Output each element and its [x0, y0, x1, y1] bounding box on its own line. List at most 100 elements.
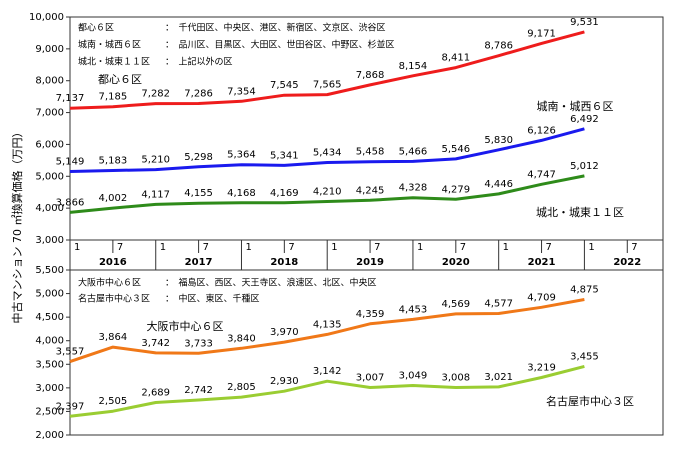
x-tick-label: 1 — [245, 242, 251, 253]
value-label: 7,868 — [356, 70, 385, 81]
y-tick-label: 5,500 — [35, 265, 64, 276]
value-label: 3,455 — [570, 351, 599, 362]
series-line — [69, 364, 585, 418]
note-members: ： 千代田区、中央区、港区、新宿区、文京区、渋谷区 — [165, 22, 386, 34]
value-label: 5,298 — [184, 152, 213, 163]
value-label: 2,742 — [184, 385, 213, 396]
x-tick-label: 1 — [417, 242, 423, 253]
value-label: 4,577 — [484, 299, 513, 310]
value-label: 3,970 — [270, 327, 299, 338]
value-label: 7,137 — [56, 93, 85, 104]
x-tick-label: 7 — [288, 242, 294, 253]
value-label: 6,492 — [570, 114, 599, 125]
value-label: 5,458 — [356, 147, 385, 158]
value-label: 8,411 — [441, 53, 470, 64]
x-tick-label: 1 — [160, 242, 166, 253]
series-line — [69, 174, 585, 214]
value-label: 3,557 — [56, 347, 85, 358]
note-members: ： 品川区、目黒区、大田区、世田谷区、中野区、杉並区 — [165, 39, 395, 51]
y-tick-label: 9,000 — [35, 44, 64, 55]
value-label: 4,446 — [484, 179, 513, 190]
y-tick-label: 10,000 — [29, 12, 64, 23]
series-name: 名古屋市中心３区 — [546, 394, 634, 408]
value-label: 3,219 — [527, 363, 556, 374]
value-label: 7,286 — [184, 88, 213, 99]
x-year-label: 2017 — [185, 257, 213, 268]
value-label: 3,866 — [56, 197, 85, 208]
x-tick-label: 7 — [631, 242, 637, 253]
y-tick-label: 2,000 — [35, 430, 64, 441]
value-label: 3,840 — [227, 333, 256, 344]
value-label: 4,569 — [441, 299, 470, 310]
value-label: 5,546 — [441, 144, 470, 155]
x-year-label: 2020 — [442, 257, 470, 268]
value-label: 4,328 — [399, 183, 428, 194]
x-year-label: 2021 — [528, 257, 556, 268]
x-tick-label: 1 — [588, 242, 594, 253]
value-label: 3,733 — [184, 338, 213, 349]
value-label: 6,126 — [527, 125, 556, 136]
y-tick-label: 4,000 — [35, 203, 64, 214]
value-label: 7,354 — [227, 86, 256, 97]
value-label: 8,154 — [399, 61, 428, 72]
note-members: ： 中区、東区、千種区 — [165, 293, 260, 305]
value-label: 3,742 — [141, 338, 170, 349]
note-name: 都心６区 — [78, 23, 114, 34]
y-tick-label: 5,000 — [35, 171, 64, 182]
value-label: 4,279 — [441, 184, 470, 195]
series-line — [69, 298, 585, 364]
value-label: 7,545 — [270, 80, 299, 91]
value-label: 5,434 — [313, 147, 342, 158]
value-label: 5,183 — [99, 155, 128, 166]
note-name: 城南・城西６区 — [78, 39, 141, 51]
value-label: 5,364 — [227, 150, 256, 161]
note-members: ： 福島区、西区、天王寺区、浪速区、北区、中央区 — [165, 277, 377, 289]
value-label: 4,155 — [184, 188, 213, 199]
x-year-label: 2019 — [356, 257, 384, 268]
value-label: 5,466 — [399, 146, 428, 157]
value-label: 4,117 — [141, 189, 170, 200]
y-tick-label: 4,000 — [35, 336, 64, 347]
value-label: 4,709 — [527, 292, 556, 303]
x-tick-label: 7 — [117, 242, 123, 253]
value-label: 4,002 — [99, 193, 128, 204]
value-label: 2,505 — [99, 396, 128, 407]
y-tick-label: 3,000 — [35, 383, 64, 394]
x-tick-label: 7 — [374, 242, 380, 253]
series-name: 城南・城西６区 — [537, 100, 614, 113]
y-tick-label: 7,000 — [35, 108, 64, 119]
series-name: 城北・城東１１区 — [536, 206, 624, 219]
y-tick-label: 6,000 — [35, 139, 64, 150]
y-tick-label: 3,000 — [35, 235, 64, 246]
value-label: 9,171 — [527, 28, 556, 39]
note-members: ： 上記以外の区 — [165, 56, 233, 68]
x-year-label: 2022 — [613, 257, 641, 268]
value-label: 5,012 — [570, 161, 599, 172]
series-name: 都心６区 — [98, 73, 142, 86]
value-label: 3,007 — [356, 373, 385, 384]
value-label: 3,021 — [484, 372, 513, 383]
value-label: 5,341 — [270, 150, 299, 161]
y-tick-label: 4,500 — [35, 312, 64, 323]
value-label: 5,210 — [141, 155, 170, 166]
value-label: 4,168 — [227, 188, 256, 199]
value-label: 4,169 — [270, 188, 299, 199]
series-name: 大阪市中心６区 — [147, 319, 224, 333]
y-tick-label: 2,500 — [35, 406, 64, 417]
value-label: 5,149 — [56, 157, 85, 168]
note-name: 城北・城東１１区 — [78, 56, 150, 68]
x-year-label: 2018 — [270, 257, 298, 268]
series-line — [69, 127, 585, 173]
x-tick-label: 7 — [203, 242, 209, 253]
value-label: 7,185 — [99, 92, 128, 103]
value-label: 4,359 — [356, 309, 385, 320]
x-tick-label: 7 — [546, 242, 552, 253]
value-label: 2,805 — [227, 382, 256, 393]
value-label: 3,142 — [313, 366, 342, 377]
value-label: 3,864 — [99, 332, 128, 343]
note-name: 大阪市中心６区 — [78, 277, 141, 289]
x-year-label: 2016 — [99, 257, 127, 268]
value-label: 4,453 — [399, 304, 428, 315]
value-label: 7,565 — [313, 80, 342, 91]
